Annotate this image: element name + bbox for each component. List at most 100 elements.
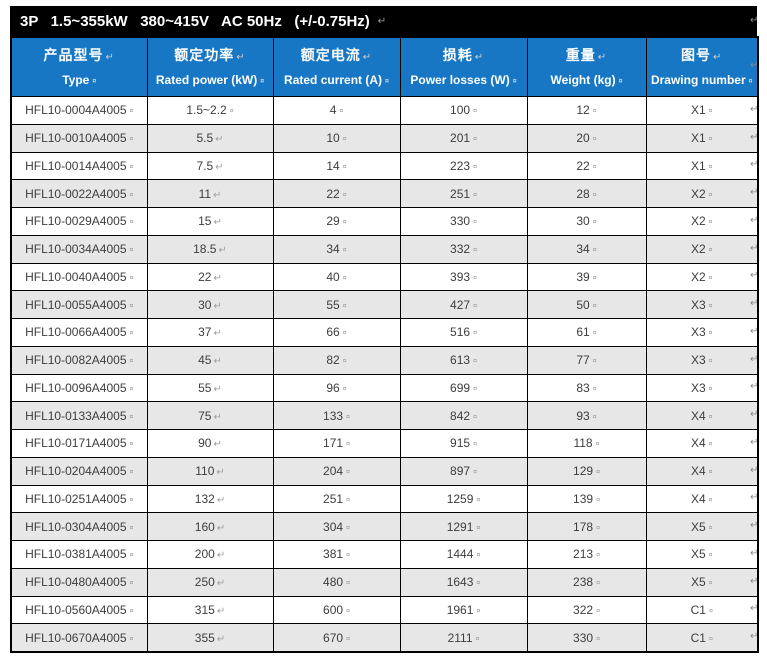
cell-current: 4 ¤ xyxy=(272,96,401,125)
cell-value: 897 xyxy=(450,464,471,479)
cell-weight: 213 ¤ xyxy=(526,540,647,569)
cell-weight: 93 ¤ xyxy=(526,401,647,430)
cell-value: 55 xyxy=(198,380,212,395)
cell-current: 55 ¤ xyxy=(272,290,401,319)
cell-value: 1444 xyxy=(446,547,474,562)
cell-weight: 238 ¤ xyxy=(526,567,647,597)
cell-end-mark: ¤ xyxy=(346,635,350,643)
cell-weight: 28 ¤ xyxy=(526,179,647,208)
pilcrow-mark: ↵ xyxy=(215,134,224,146)
cell-weight: 77 ¤ xyxy=(526,345,647,375)
cell-drawing: C1 ¤ xyxy=(645,623,759,653)
cell-value: 75 xyxy=(198,408,212,423)
cell-drawing: X3 ¤ xyxy=(645,373,759,403)
cell-value: 22 xyxy=(198,269,212,284)
pilcrow-mark: ↵ xyxy=(216,494,226,506)
cell-value: 381 xyxy=(323,547,344,562)
cell-value: 213 xyxy=(573,547,594,562)
cell-drawing: X2 ¤ xyxy=(645,234,759,264)
cell-end-mark: ¤ xyxy=(342,136,347,144)
cell-end-mark: ¤ xyxy=(592,358,597,366)
cell-value: 393 xyxy=(450,269,471,284)
cell-end-mark: ¤ xyxy=(129,274,134,282)
cell-end-mark: ¤ xyxy=(708,330,713,338)
cell-type: HFL10-0133A4005 ¤ xyxy=(10,401,148,430)
cell-end-mark: ¤ xyxy=(708,496,713,504)
cell-type: HFL10-0004A4005 ¤ xyxy=(10,96,148,125)
cell-end-mark: ¤ xyxy=(342,385,347,393)
cell-end-mark: ¤ xyxy=(260,78,265,85)
cell-end-mark: ¤ xyxy=(708,469,713,477)
pilcrow-mark: ↵ xyxy=(213,217,222,229)
cell-end-mark: ¤ xyxy=(592,302,597,310)
cell-value: HFL10-0204A4005 xyxy=(25,464,127,479)
cell-drawing: X3 ¤ xyxy=(645,318,759,347)
cell-type: HFL10-0096A4005 ¤ xyxy=(10,373,148,403)
cell-value: 251 xyxy=(450,186,471,201)
cell-weight: 12 ¤ xyxy=(526,96,647,125)
cell-value: 480 xyxy=(323,575,344,590)
cell-losses: 842 ¤ xyxy=(399,401,528,430)
cell-power: 200 ↵ xyxy=(146,540,274,569)
cell-value: X2 xyxy=(690,242,706,257)
cell-value: 10 xyxy=(326,131,340,146)
cell-end-mark: ¤ xyxy=(473,413,477,421)
cell-end-mark: ¤ xyxy=(476,552,481,560)
pilcrow-mark: ↵ xyxy=(213,439,222,451)
row-end-pilcrow-mark: ↵ xyxy=(750,242,759,254)
cell-current: 10 ¤ xyxy=(272,123,401,153)
cell-value: X3 xyxy=(690,353,706,368)
table-row: HFL10-0204A4005 ¤ 110 ↵ 204 ¤ 897 ¤ 129 ¤ X4 ¤ xyxy=(10,456,759,486)
pilcrow-mark: ↵ xyxy=(215,161,224,173)
cell-power: 18.5 ↵ xyxy=(146,234,274,264)
cell-current: 22 ¤ xyxy=(272,179,401,208)
header-zh-label: 图号 ↵ xyxy=(681,47,723,64)
cell-current: 14 ¤ xyxy=(272,151,401,181)
cell-end-mark: ¤ xyxy=(618,78,623,85)
cell-end-mark: ¤ xyxy=(342,247,347,255)
cell-end-mark: ¤ xyxy=(708,524,713,532)
cell-value: HFL10-0480A4005 xyxy=(25,575,127,590)
cell-drawing: X4 ¤ xyxy=(645,456,759,486)
cell-weight: 330 ¤ xyxy=(526,623,647,653)
cell-end-mark: ¤ xyxy=(346,496,350,504)
cell-value: 4 xyxy=(329,103,337,118)
cell-type: HFL10-0560A4005 ¤ xyxy=(10,595,148,625)
cell-drawing: X5 ¤ xyxy=(645,567,759,597)
cell-end-mark: ¤ xyxy=(129,635,134,643)
cell-value: X2 xyxy=(690,269,706,284)
cell-current: 29 ¤ xyxy=(272,207,401,236)
row-end-pilcrow-mark: ↵ xyxy=(750,520,759,532)
cell-weight: 50 ¤ xyxy=(526,290,647,319)
cell-value: 34 xyxy=(326,242,340,257)
cell-value: HFL10-0171A4005 xyxy=(25,436,127,451)
row-end-pilcrow-mark: ↵ xyxy=(750,381,759,393)
cell-value: HFL10-0034A4005 xyxy=(25,242,127,257)
cell-value: 238 xyxy=(573,575,594,590)
cell-type: HFL10-0480A4005 ¤ xyxy=(10,567,148,597)
cell-losses: 1643 ¤ xyxy=(399,567,528,597)
table-row: HFL10-0004A4005 ¤ 1.5~2.2 ¤ 4 ¤ 100 ¤ 12 ¤ X1 ¤ xyxy=(10,96,759,125)
cell-type: HFL10-0066A4005 ¤ xyxy=(10,318,148,347)
cell-value: X4 xyxy=(690,464,706,479)
cell-end-mark: ¤ xyxy=(473,136,477,144)
cell-value: 330 xyxy=(573,630,594,645)
column-header-rated-current-a: 额定电流 ↵ Rated current (A) ¤ xyxy=(272,36,401,97)
cell-value: HFL10-0066A4005 xyxy=(25,325,127,340)
cell-end-mark: ¤ xyxy=(473,163,477,171)
column-header-power-losses-w: 损耗 ↵ Power losses (W) ¤ xyxy=(399,36,528,97)
table-row: HFL10-0560A4005 ¤ 315 ↵ 600 ¤ 1961 ¤ 322 ¤ C1 ¤ xyxy=(10,595,759,625)
cell-end-mark: ¤ xyxy=(708,247,713,255)
cell-drawing: X4 ¤ xyxy=(645,429,759,458)
cell-end-mark: ¤ xyxy=(596,635,600,643)
cell-end-mark: ¤ xyxy=(592,274,597,282)
cell-value: 204 xyxy=(323,464,344,479)
header-en-label: Power losses (W) ¤ xyxy=(410,73,517,87)
cell-end-mark: ¤ xyxy=(339,108,344,116)
cell-value: 200 xyxy=(194,547,215,562)
cell-value: 842 xyxy=(450,408,471,423)
cell-value: HFL10-0251A4005 xyxy=(25,491,127,506)
cell-losses: 330 ¤ xyxy=(399,207,528,236)
header-zh-label: 重量 ↵ xyxy=(565,47,608,64)
row-end-pilcrow-mark: ↵ xyxy=(750,131,759,143)
